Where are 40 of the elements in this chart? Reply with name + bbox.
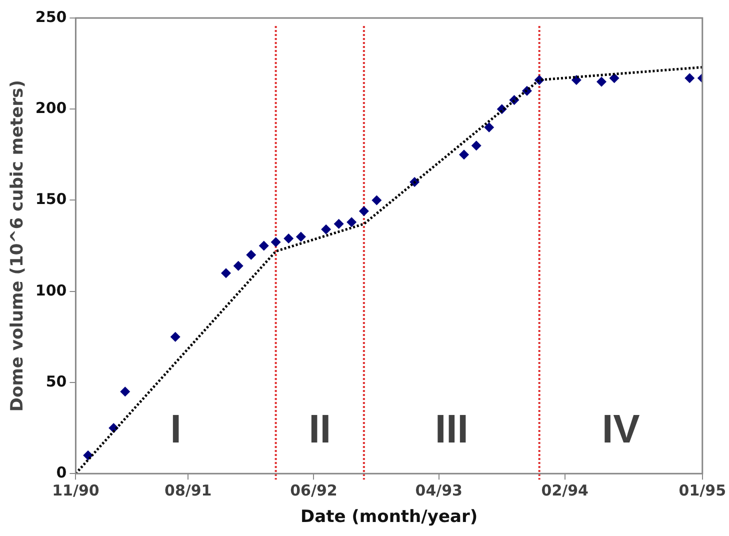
annotation: III: [434, 408, 468, 452]
point: [321, 224, 332, 234]
point: [372, 195, 382, 206]
point: [221, 268, 231, 278]
x-tick-label: 08/91: [164, 481, 212, 500]
point: [458, 150, 469, 160]
point: [358, 206, 369, 216]
y-tick-label: 50: [46, 372, 67, 390]
point: [284, 234, 294, 244]
x-tick-label: 02/94: [541, 481, 588, 500]
x-tick-label: 04/93: [415, 481, 462, 500]
point: [120, 386, 130, 397]
point: [596, 76, 607, 87]
x-tick-label: 11/90: [52, 481, 100, 500]
point: [170, 332, 180, 342]
y-tick-label: 150: [35, 190, 67, 208]
point: [484, 122, 494, 132]
y-tick-label: 100: [35, 281, 67, 300]
point: [334, 218, 344, 229]
y-tick-label: 250: [35, 8, 67, 26]
point: [346, 217, 357, 228]
point: [246, 250, 256, 260]
line-series: [76, 66, 702, 474]
y-axis-title: Dome volume (10^6 cubic meters): [8, 80, 28, 412]
x-tick-label: 06/92: [290, 481, 338, 500]
x-tick-label: 01/95: [678, 481, 726, 500]
point: [571, 74, 582, 85]
y-tick-label: 200: [35, 99, 67, 118]
annotation: IV: [602, 408, 640, 452]
point: [684, 73, 695, 84]
point: [233, 260, 244, 271]
point: [258, 240, 269, 251]
annotation: II: [308, 408, 331, 452]
x-axis-title: Date (month/year): [300, 507, 478, 528]
annotation: I: [170, 408, 182, 452]
point: [609, 73, 620, 84]
point: [296, 232, 306, 242]
point: [270, 237, 281, 248]
y-tick-label: 0: [56, 463, 67, 482]
point: [471, 140, 482, 151]
